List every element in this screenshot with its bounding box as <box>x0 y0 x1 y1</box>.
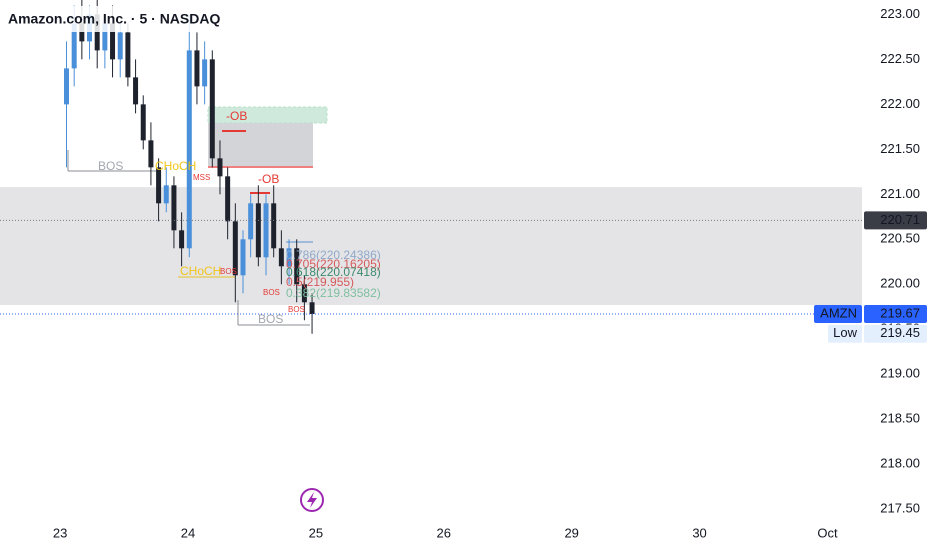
candle-body <box>94 14 100 51</box>
y-tick-label: 218.50 <box>880 411 920 426</box>
annotation: CHoCH <box>180 264 221 278</box>
candle-body <box>79 23 85 42</box>
candle-body <box>133 77 139 105</box>
y-tick-label: 221.50 <box>880 141 920 156</box>
chart-title[interactable]: Amazon.com, Inc. · 5 · NASDAQ <box>8 11 220 27</box>
candle-body <box>125 32 131 78</box>
candle-body <box>64 68 70 105</box>
fib-label: 0.5(219.955) <box>286 275 354 289</box>
annotation: BOS <box>98 159 123 173</box>
zone <box>0 187 862 305</box>
y-tick-label: 222.50 <box>880 51 920 66</box>
price-label-box <box>864 324 927 343</box>
annotation: BOS <box>263 288 280 297</box>
annotation: -OB <box>258 172 279 186</box>
name-label-box <box>828 324 862 343</box>
fib-label: 0.382(219.83582) <box>286 286 381 300</box>
candle-body <box>286 248 292 267</box>
candle-body <box>71 23 77 69</box>
price-label: 219.45 <box>880 325 920 340</box>
y-tick-label: 220.00 <box>880 276 920 291</box>
lightning-icon[interactable] <box>300 488 324 512</box>
candle-body <box>263 203 269 258</box>
y-tick-label: 220.50 <box>880 231 920 246</box>
price-label: 219.67 <box>880 305 920 320</box>
candle-body <box>171 185 177 231</box>
candle-body <box>117 32 123 60</box>
candle-body <box>202 59 208 87</box>
x-tick-label: Oct <box>817 525 838 540</box>
candle-body <box>255 203 261 258</box>
x-tick-label: 30 <box>692 525 706 540</box>
candle-body <box>294 248 300 285</box>
candle-body <box>148 140 154 168</box>
fib-label: 0.786(220.24386) <box>286 248 381 262</box>
y-tick-label: 218.00 <box>880 456 920 471</box>
fib-label: 0.618(220.07418) <box>286 265 381 279</box>
candle-body <box>225 176 231 222</box>
candle-body <box>209 59 215 159</box>
ob-box-top <box>207 106 328 124</box>
ob-box <box>208 123 313 167</box>
price-axis <box>862 0 932 550</box>
name-label: Low <box>833 325 857 340</box>
price-label-box <box>864 211 927 230</box>
x-tick-label: 24 <box>181 525 195 540</box>
y-tick-label: 222.00 <box>880 96 920 111</box>
candle-body <box>248 203 254 240</box>
annotation: CHoCH <box>155 159 196 173</box>
annotation: MSS <box>193 173 210 182</box>
y-tick-label: 221.00 <box>880 186 920 201</box>
candle-body <box>240 239 246 276</box>
candle-body <box>163 185 169 204</box>
x-tick-label: 26 <box>437 525 451 540</box>
candle-body <box>140 104 146 141</box>
title-bg <box>0 6 222 32</box>
y-tick-label: 223.00 <box>880 6 920 21</box>
price-label-box <box>864 304 927 323</box>
candle-body <box>217 158 223 177</box>
x-tick-label: 25 <box>309 525 323 540</box>
x-tick-label: 23 <box>53 525 67 540</box>
x-tick-label: 29 <box>564 525 578 540</box>
candle-body <box>102 23 108 51</box>
candle-body <box>301 284 307 303</box>
candle-body <box>232 221 238 276</box>
y-tick-label: 217.50 <box>880 501 920 516</box>
candle-body <box>278 248 284 267</box>
candle-body <box>179 230 185 249</box>
annotation: BOS <box>288 305 305 314</box>
candle-body <box>156 167 162 204</box>
annotation: BOS <box>220 267 237 276</box>
candle-body <box>110 23 116 60</box>
candle-body <box>194 50 200 87</box>
annotation: -OB <box>226 109 247 123</box>
annotation: BOS <box>258 312 283 326</box>
candle-body <box>271 203 277 249</box>
fib-label: 0.705(220.16205) <box>286 257 381 271</box>
y-tick-label: 219.00 <box>880 366 920 381</box>
name-label: AMZN <box>820 305 857 320</box>
name-label-box <box>814 304 862 323</box>
candle-body <box>309 302 315 314</box>
candle-body <box>186 50 192 249</box>
price-label: 220.71 <box>880 212 920 227</box>
